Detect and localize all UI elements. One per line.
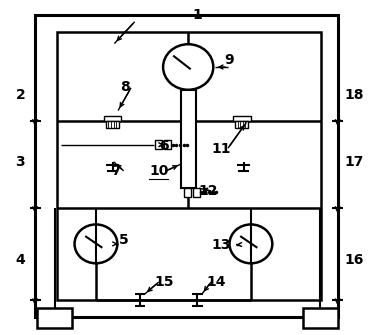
Text: 13: 13 xyxy=(212,238,231,252)
Text: 7: 7 xyxy=(111,164,121,178)
Bar xyxy=(235,121,248,128)
Circle shape xyxy=(230,224,272,263)
Bar xyxy=(35,15,338,317)
Bar xyxy=(233,116,251,121)
Bar xyxy=(181,90,196,188)
Text: 6: 6 xyxy=(159,139,169,153)
Text: 5: 5 xyxy=(119,232,128,247)
Bar xyxy=(164,140,171,149)
Bar xyxy=(303,308,338,328)
Text: 17: 17 xyxy=(345,155,364,170)
Bar xyxy=(106,121,119,128)
Text: 15: 15 xyxy=(155,275,174,289)
Circle shape xyxy=(75,224,117,263)
Bar xyxy=(193,188,200,197)
Bar xyxy=(37,308,72,328)
Text: 12: 12 xyxy=(199,184,218,198)
Bar xyxy=(155,140,162,149)
Text: 8: 8 xyxy=(121,80,130,94)
Circle shape xyxy=(163,44,213,90)
Text: 9: 9 xyxy=(224,53,234,67)
Text: 10: 10 xyxy=(149,164,168,178)
Text: 18: 18 xyxy=(345,88,364,103)
Text: 11: 11 xyxy=(212,142,231,156)
Text: 14: 14 xyxy=(206,275,225,289)
Text: 16: 16 xyxy=(345,253,364,267)
Text: 1: 1 xyxy=(193,8,202,22)
Bar xyxy=(104,116,121,121)
Bar xyxy=(184,188,191,197)
Text: 4: 4 xyxy=(15,253,25,267)
Text: 2: 2 xyxy=(15,88,25,103)
Bar xyxy=(57,32,321,300)
Text: 3: 3 xyxy=(15,155,25,170)
